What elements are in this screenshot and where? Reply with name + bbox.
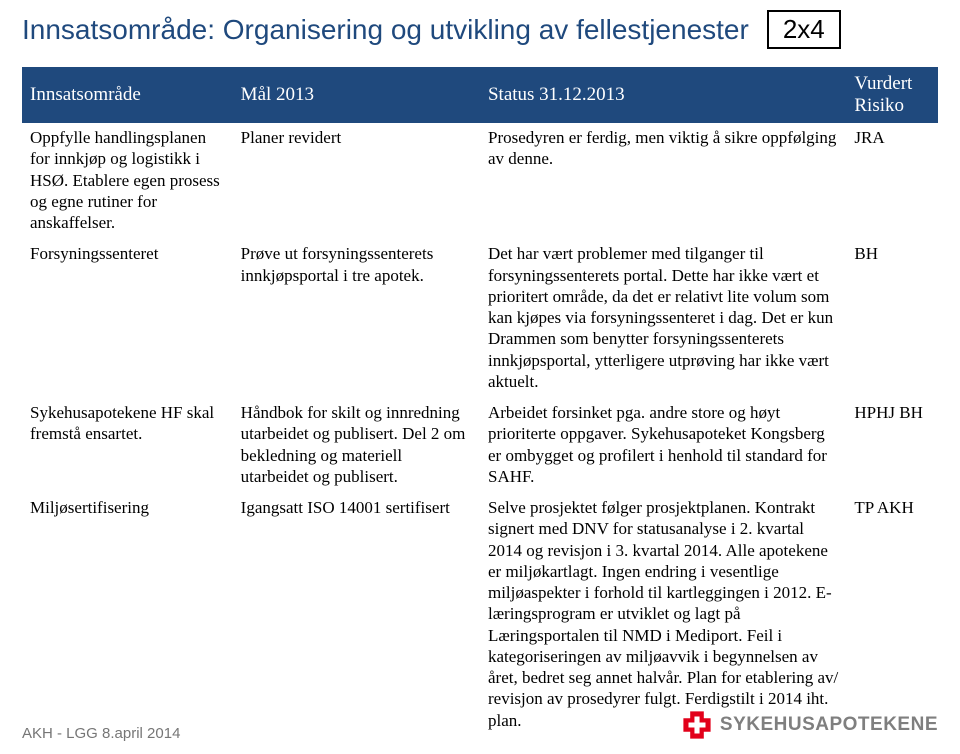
logo: SYKEHUSAPOTEKENE (680, 708, 938, 742)
cell-mal: Prøve ut forsyningssenterets innkjøpspor… (233, 239, 480, 398)
cell-risiko: JRA (846, 123, 938, 239)
cell-mal: Igangsatt ISO 14001 sertifisert (233, 493, 480, 737)
logo-text: SYKEHUSAPOTEKENE (720, 714, 938, 736)
cell-innsatsomrade: Miljøsertifisering (22, 493, 233, 737)
cell-innsatsomrade: Forsyningssenteret (22, 239, 233, 398)
logo-icon (680, 708, 714, 742)
table-row: Oppfylle handlingsplanen for innkjøp og … (22, 123, 938, 239)
page-title: Innsatsområde: Organisering og utvikling… (22, 14, 749, 46)
code-box: 2x4 (767, 10, 841, 49)
cell-mal: Planer revidert (233, 123, 480, 239)
cell-innsatsomrade: Oppfylle handlingsplanen for innkjøp og … (22, 123, 233, 239)
cell-status: Selve prosjektet følger prosjektplanen. … (480, 493, 846, 737)
table-row: Forsyningssenteret Prøve ut forsyningsse… (22, 239, 938, 398)
th-mal: Mål 2013 (233, 67, 480, 123)
title-row: Innsatsområde: Organisering og utvikling… (22, 10, 938, 49)
cell-risiko: BH (846, 239, 938, 398)
cell-risiko: HPHJ BH (846, 398, 938, 493)
th-status: Status 31.12.2013 (480, 67, 846, 123)
content-table: Innsatsområde Mål 2013 Status 31.12.2013… (22, 67, 938, 737)
th-innsatsomrade: Innsatsområde (22, 67, 233, 123)
cell-status: Det har vært problemer med tilganger til… (480, 239, 846, 398)
footer: AKH - LGG 8.april 2014 SYKEHUSAPOTEKENE (0, 708, 960, 742)
cell-mal: Håndbok for skilt og innredning utarbeid… (233, 398, 480, 493)
table-header-row: Innsatsområde Mål 2013 Status 31.12.2013… (22, 67, 938, 123)
th-risiko: Vurdert Risiko (846, 67, 938, 123)
table-row: Sykehusapotekene HF skal fremstå ensarte… (22, 398, 938, 493)
slide: Innsatsområde: Organisering og utvikling… (0, 0, 960, 737)
cell-risiko: TP AKH (846, 493, 938, 737)
table-row: Miljøsertifisering Igangsatt ISO 14001 s… (22, 493, 938, 737)
cell-status: Arbeidet forsinket pga. andre store og h… (480, 398, 846, 493)
cell-status: Prosedyren er ferdig, men viktig å sikre… (480, 123, 846, 239)
footer-left-text: AKH - LGG 8.april 2014 (22, 725, 180, 742)
cell-innsatsomrade: Sykehusapotekene HF skal fremstå ensarte… (22, 398, 233, 493)
